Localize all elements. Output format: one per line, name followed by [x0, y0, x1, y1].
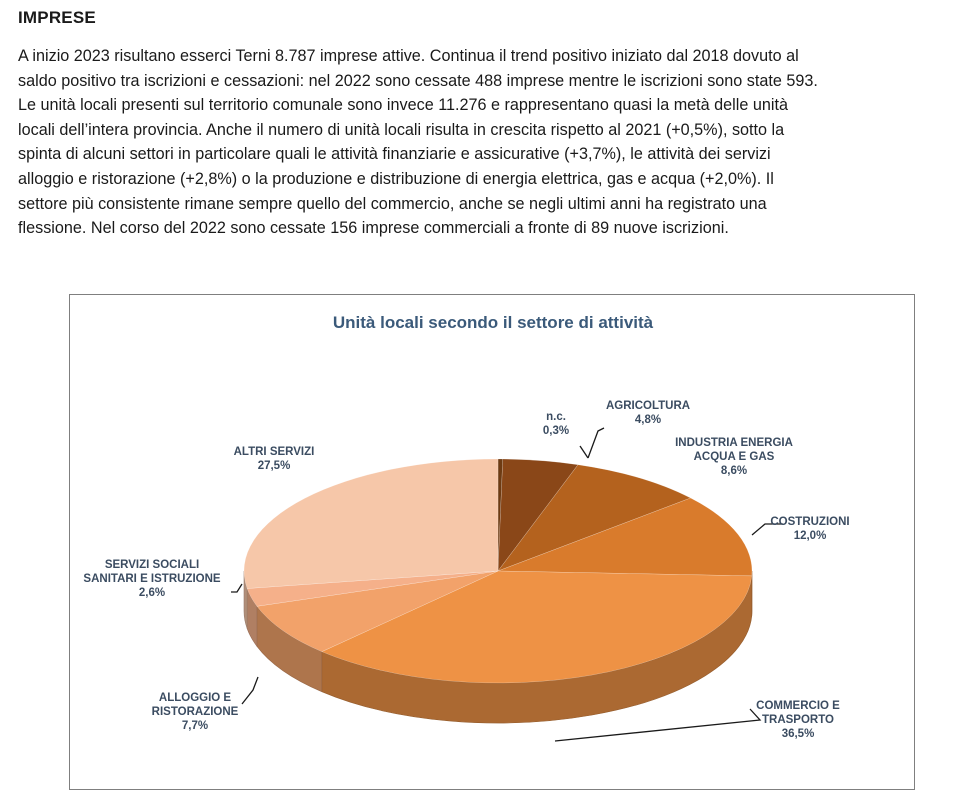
pie-slices	[243, 458, 753, 684]
slice-value-label: 12,0%	[794, 530, 827, 542]
slice-category-label: ACQUA E GAS	[694, 451, 775, 463]
leader-line-1	[587, 427, 605, 459]
pie-slice-7	[243, 458, 499, 589]
leader-line-5	[241, 676, 259, 705]
pie-slice-5	[256, 570, 499, 652]
leader-line-4	[554, 708, 762, 742]
pie-slice-1	[497, 458, 579, 572]
slice-category-label: n.c.	[546, 411, 566, 423]
slice-category-label: ALTRI SERVIZI	[234, 446, 315, 458]
slice-value-label: 27,5%	[258, 460, 291, 472]
slice-category-label: COSTRUZIONI	[770, 516, 849, 528]
paragraph-line: flessione. Nel corso del 2022 sono cessa…	[18, 219, 729, 238]
paragraph-line: saldo positivo tra iscrizioni e cessazio…	[18, 71, 818, 90]
slice-value-label: 36,5%	[782, 728, 815, 740]
paragraph-line: settore più consistente rimane sempre qu…	[18, 194, 767, 213]
slice-category-label: AGRICOLTURA	[606, 400, 690, 412]
slice-category-label: COMMERCIO E	[756, 700, 840, 712]
chart-title: Unità locali secondo il settore di attiv…	[332, 313, 654, 332]
pie-labels: n.c. 0,3% AGRICOLTURA 4,8% INDUSTRIA ENERGIA…	[83, 400, 850, 742]
paragraph-line: A inizio 2023 risultano esserci Terni 8.…	[18, 47, 799, 65]
intro-paragraph: A inizio 2023 risultano esserci Terni 8.…	[18, 44, 964, 241]
slice-category-label: RISTORAZIONE	[152, 706, 239, 718]
leader-line-0	[579, 445, 589, 459]
slice-category-label: INDUSTRIA ENERGIA	[675, 437, 793, 449]
section-heading: IMPRESE	[18, 8, 96, 27]
slice-category-label: SANITARI E ISTRUZIONE	[83, 573, 220, 585]
slice-category-label: SERVIZI SOCIALI	[105, 559, 199, 571]
pie-slice-0	[497, 458, 504, 572]
slice-category-label: ALLOGGIO E	[159, 692, 232, 704]
paragraph-line: locali dell’intera provincia. Anche il n…	[18, 120, 785, 139]
slice-category-label: TRASPORTO	[762, 714, 834, 726]
pie-slice-4	[321, 570, 753, 684]
slice-value-label: 8,6%	[721, 465, 747, 477]
slice-value-label: 0,3%	[543, 425, 569, 437]
leader-line-3	[751, 523, 783, 536]
slice-value-label: 2,6%	[139, 587, 165, 599]
pie-slice-6	[246, 570, 499, 607]
paragraph-line: Le unità locali presenti sul territorio …	[18, 96, 788, 115]
slice-value-label: 4,8%	[635, 414, 661, 426]
leader-line-6	[231, 583, 243, 593]
pie-chart-panel: Unità locali secondo il settore di attiv…	[69, 294, 915, 790]
pie-slice-3	[497, 497, 753, 577]
slice-value-label: 7,7%	[182, 720, 208, 732]
pie-chart: n.c. 0,3% AGRICOLTURA 4,8% INDUSTRIA ENERGIA…	[83, 400, 850, 742]
paragraph-line: alloggio e ristorazione (+2,8%) o la pro…	[18, 169, 774, 188]
pie-slice-2	[497, 464, 692, 572]
paragraph-line: spinta di alcuni settori in particolare …	[18, 145, 771, 164]
